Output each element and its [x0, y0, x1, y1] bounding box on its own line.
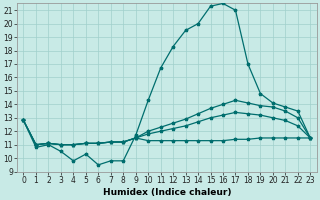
X-axis label: Humidex (Indice chaleur): Humidex (Indice chaleur) [103, 188, 231, 197]
